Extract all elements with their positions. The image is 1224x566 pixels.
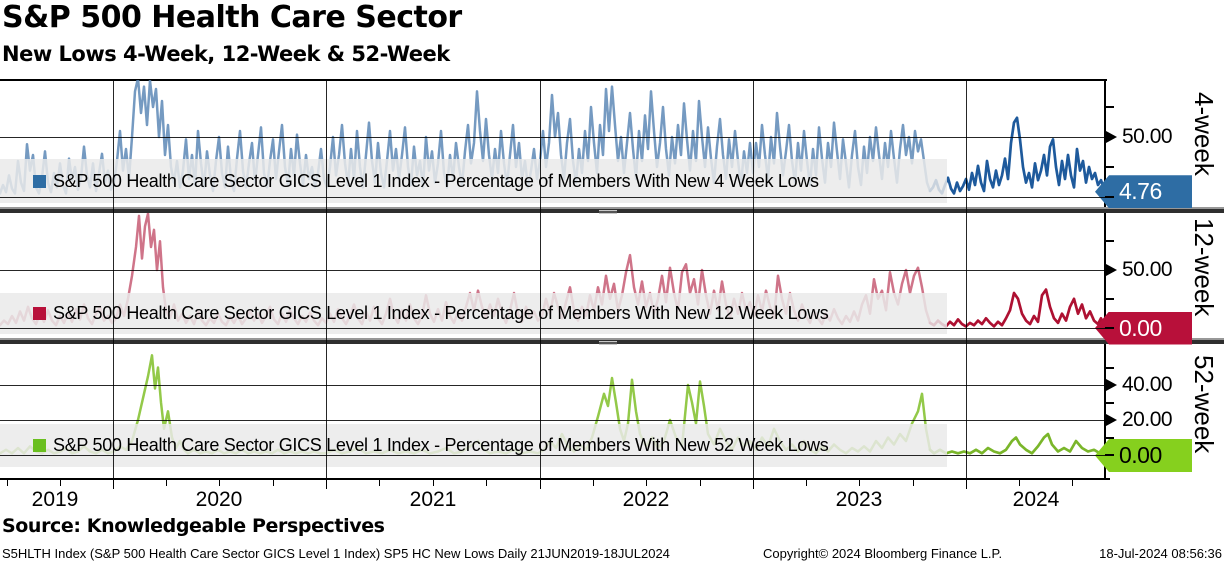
y-gridline xyxy=(0,385,1105,386)
y-gridline xyxy=(0,197,1105,198)
panel-axis-label-52week: 52-week xyxy=(1189,355,1219,454)
x-axis-tick-quarter xyxy=(593,480,594,486)
x-axis-tick-quarter xyxy=(859,480,860,486)
x-gridline-year xyxy=(753,80,754,478)
y-gridline xyxy=(0,455,1105,456)
y-gridline xyxy=(0,327,1105,329)
page-title: S&P 500 Health Care Sector xyxy=(2,0,462,35)
legend-label-4week: S&P 500 Health Care Sector GICS Level 1 … xyxy=(53,170,819,191)
x-axis-tick-quarter xyxy=(219,480,220,486)
legend-band-4week: S&P 500 Health Care Sector GICS Level 1 … xyxy=(0,159,947,203)
y-tick-arrow-icon xyxy=(1106,131,1117,143)
x-axis-tick-quarter xyxy=(486,480,487,486)
x-axis-tick-quarter xyxy=(379,480,380,486)
x-axis-tick-year xyxy=(966,480,967,489)
footer-copyright: Copyright© 2024 Bloomberg Finance L.P. xyxy=(763,546,1003,561)
y-axis-tick xyxy=(1105,240,1114,243)
source-line: Source: Knowledgeable Perspectives xyxy=(2,515,385,537)
last-value-badge-4week: 4.76 xyxy=(1095,175,1192,209)
y-tick-arrow-icon xyxy=(1106,414,1117,426)
y-tick-label: 40.00 xyxy=(1122,373,1173,396)
plot-top-border xyxy=(0,79,1107,81)
x-axis-tick-year xyxy=(326,480,327,489)
x-axis-year-label: 2023 xyxy=(835,488,883,511)
x-gridline-year xyxy=(540,80,541,478)
x-gridline-year xyxy=(966,80,967,478)
x-axis-year-label: 2019 xyxy=(31,488,79,511)
y-tick-label: 20.00 xyxy=(1122,408,1173,431)
x-axis-tick-quarter xyxy=(433,480,434,486)
y-gridline xyxy=(0,137,1105,138)
y-gridline xyxy=(0,270,1105,271)
x-axis-tick-quarter xyxy=(806,480,807,486)
x-axis-line xyxy=(0,478,1110,480)
y-axis-tick xyxy=(1105,401,1114,404)
panel-axis-label-4week: 4-week xyxy=(1189,92,1219,176)
legend-label-52week: S&P 500 Health Care Sector GICS Level 1 … xyxy=(53,435,829,455)
legend-marker-4week-icon xyxy=(33,174,46,188)
x-gridline-year xyxy=(326,80,327,478)
panel-axis-label-12week: 12-week xyxy=(1189,218,1219,317)
x-axis-tick-quarter xyxy=(7,480,8,486)
x-axis-year-label: 2022 xyxy=(622,488,670,511)
x-axis-year-label: 2021 xyxy=(409,488,457,511)
legend-band-12week: S&P 500 Health Care Sector GICS Level 1 … xyxy=(0,293,947,334)
legend-label-12week: S&P 500 Health Care Sector GICS Level 1 … xyxy=(53,303,829,323)
y-tick-label: 50.00 xyxy=(1122,258,1173,281)
panel-separator-2 xyxy=(0,338,1224,345)
legend-band-52week: S&P 500 Health Care Sector GICS Level 1 … xyxy=(0,424,947,467)
x-axis-tick-quarter xyxy=(60,480,61,486)
y-axis-tick xyxy=(1105,454,1114,456)
series-4-week xyxy=(0,80,1105,195)
y-tick-arrow-icon xyxy=(1106,264,1117,276)
x-gridline-year xyxy=(113,80,114,478)
y-axis-tick xyxy=(1105,366,1114,369)
x-axis-tick-quarter xyxy=(1072,480,1073,486)
legend-marker-52week-icon xyxy=(33,439,46,452)
y-axis-line xyxy=(1104,79,1106,480)
footer-security-description: S5HLTH Index (S&P 500 Health Care Sector… xyxy=(2,546,670,561)
footer-timestamp: 18-Jul-2024 08:56:36 xyxy=(1099,546,1222,561)
y-axis-tick xyxy=(1105,106,1114,108)
x-axis-tick-year xyxy=(113,480,114,489)
y-axis-tick xyxy=(1105,326,1114,329)
x-axis-tick-quarter xyxy=(646,480,647,486)
y-tick-label: 50.00 xyxy=(1122,125,1173,148)
y-axis-tick xyxy=(1105,297,1114,300)
panel-resize-handle-2[interactable] xyxy=(599,341,617,345)
y-axis-tick xyxy=(1105,436,1114,439)
y-tick-arrow-icon xyxy=(1106,379,1117,391)
x-axis-tick-quarter xyxy=(273,480,274,486)
x-axis-tick-year xyxy=(753,480,754,489)
x-axis-tick-quarter xyxy=(166,480,167,486)
y-axis-tick xyxy=(1105,196,1114,198)
page-subtitle: New Lows 4-Week, 12-Week & 52-Week xyxy=(2,42,450,66)
x-axis-tick-quarter xyxy=(700,480,701,486)
legend-marker-12week-icon xyxy=(33,307,46,320)
x-axis-tick-quarter xyxy=(1019,480,1020,486)
y-gridline xyxy=(0,420,1105,421)
x-axis-tick-year xyxy=(540,480,541,489)
x-axis-tick-quarter xyxy=(913,480,914,486)
x-axis-year-label: 2020 xyxy=(195,488,243,511)
panel-separator-1 xyxy=(0,207,1224,214)
x-axis-year-label: 2024 xyxy=(1012,488,1060,511)
y-axis-tick xyxy=(1105,166,1114,168)
panel-resize-handle-1[interactable] xyxy=(599,210,617,214)
